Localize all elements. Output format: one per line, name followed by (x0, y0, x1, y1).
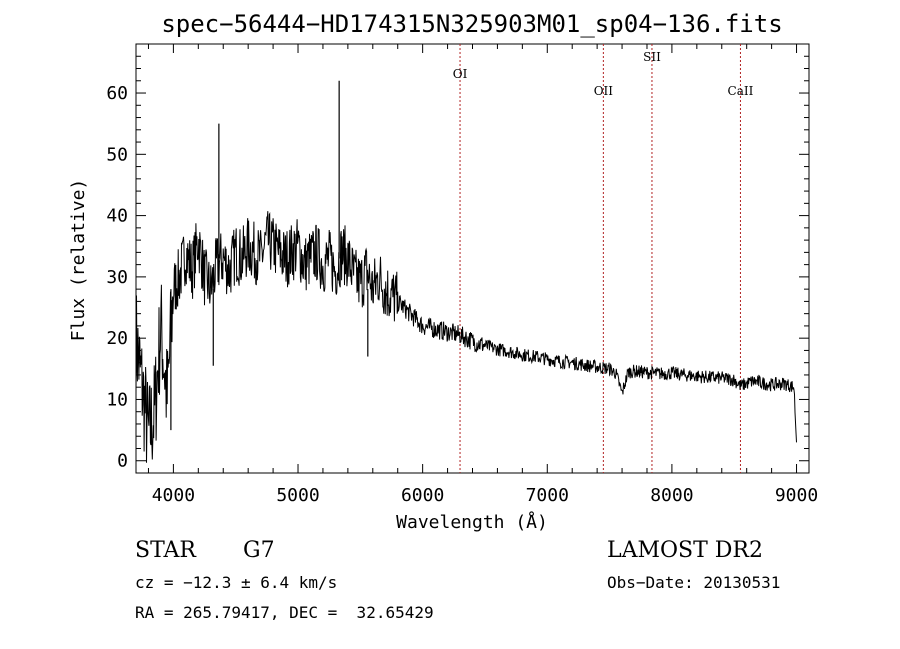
x-tick-label: 8000 (650, 485, 693, 506)
survey-name: LAMOST DR2 (607, 538, 763, 563)
redshift-cz: cz = −12.3 ± 6.4 km/s (135, 573, 338, 592)
spectral-line-label: CaII (728, 84, 754, 98)
y-tick-label: 40 (106, 206, 128, 227)
spectral-line-label: OI (453, 67, 468, 81)
chart-title: spec−56444−HD174315N325903M01_sp04−136.f… (161, 10, 782, 38)
y-tick-label: 0 (117, 451, 128, 472)
x-tick-label: 7000 (526, 485, 569, 506)
y-tick-label: 60 (106, 83, 128, 104)
emission-spikes (170, 80, 369, 431)
x-axis-label: Wavelength (Å) (396, 511, 548, 533)
y-tick-label: 20 (106, 328, 128, 349)
y-tick-label: 10 (106, 389, 128, 410)
spectral-line-label: SII (643, 50, 661, 64)
y-tick-label: 30 (106, 267, 128, 288)
spectrum-line (135, 211, 797, 463)
object-class: STAR (135, 538, 196, 563)
spectral-lines: OI OII SII CaII (453, 44, 754, 473)
axis-ticks: 4000 5000 6000 7000 8000 9000 0 10 20 30 40 50 60 (106, 44, 818, 506)
y-axis-label: Flux (relative) (68, 179, 89, 342)
x-tick-label: 9000 (775, 485, 818, 506)
x-tick-label: 5000 (276, 485, 319, 506)
y-tick-label: 50 (106, 144, 128, 165)
x-tick-label: 4000 (152, 485, 195, 506)
observation-date: Obs−Date: 20130531 (607, 573, 781, 592)
x-tick-label: 6000 (401, 485, 444, 506)
spectral-line-label: OII (594, 84, 614, 98)
object-subclass: G7 (243, 538, 275, 563)
coordinates: RA = 265.79417, DEC = 32.65429 (135, 603, 434, 622)
